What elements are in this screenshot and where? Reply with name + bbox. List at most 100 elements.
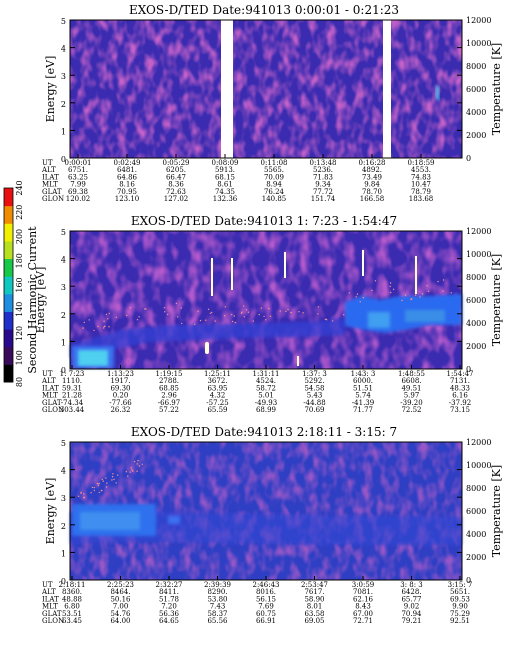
ephemeris-value: 74.83 xyxy=(411,173,431,181)
ephemeris-value: 78.70 xyxy=(362,188,382,196)
temperature-dot xyxy=(442,290,444,292)
ytick-left-label: 3 xyxy=(61,494,66,503)
ephemeris-value: 53.51 xyxy=(62,610,82,618)
ephemeris-value: 50.16 xyxy=(110,595,131,603)
ephemeris-value: 1:25:11 xyxy=(204,370,231,378)
ephemeris-value: 77.72 xyxy=(313,188,333,196)
panel-2-streak-3 xyxy=(284,252,286,278)
ephemeris-value: 1:31:11 xyxy=(253,370,280,378)
panel-2-ephemeris: UT 1: 7:23 1:13:23 1:19:15 1:25:11 1:31:11 1:3… xyxy=(41,370,474,414)
ephemeris-value: 7081. xyxy=(353,588,373,596)
temperature-dot xyxy=(101,478,104,481)
ephemeris-value: 5292. xyxy=(304,377,324,385)
ephemeris-value: 4553. xyxy=(411,166,431,174)
temperature-dot xyxy=(136,470,138,472)
ephemeris-value: 2:39:39 xyxy=(204,581,231,589)
panel-3-ephemeris: UT 2:18:11 2:25:23 2:32:27 2:39:39 2:46:43 2:5… xyxy=(41,581,472,625)
ephemeris-value: 2:46:43 xyxy=(253,581,280,589)
colorbar-cell xyxy=(4,329,13,348)
temperature-dot xyxy=(181,322,183,325)
ephemeris-value: 5.74 xyxy=(355,392,371,400)
ephemeris-value: 67.00 xyxy=(353,610,373,618)
ephemeris-value: -44.88 xyxy=(303,399,325,407)
ephemeris-value: 9.34 xyxy=(315,181,331,189)
ephemeris-value: 0:11:08 xyxy=(261,159,288,167)
ephemeris-value: 7.99 xyxy=(70,181,86,189)
temperature-dot xyxy=(108,312,111,315)
temperature-dot xyxy=(197,310,199,312)
panel-2-yaxis-right: 0 2000 4000 6000 8000 10000 12000 xyxy=(466,227,491,374)
temperature-dot xyxy=(138,316,140,318)
temperature-dot xyxy=(243,316,245,318)
temperature-dot xyxy=(231,320,234,323)
temperature-dot xyxy=(209,312,211,314)
ephemeris-value: 6428. xyxy=(401,588,421,596)
ytick-left-label: 5 xyxy=(61,228,66,237)
panel-1-ylabel-left: Energy [eV] xyxy=(44,56,57,123)
temperature-dot xyxy=(437,280,439,283)
ephemeris-value: 5236. xyxy=(313,166,333,174)
temperature-dot xyxy=(80,491,82,493)
ephemeris-value: 2.96 xyxy=(161,392,177,400)
temperature-dot xyxy=(136,463,138,465)
ephemeris-value: 4524. xyxy=(256,377,276,385)
colorbar-cell xyxy=(4,346,13,365)
temperature-dot xyxy=(163,307,165,309)
temperature-dot xyxy=(419,296,421,298)
colorbar-cell xyxy=(4,188,13,207)
temperature-dot xyxy=(126,314,128,317)
temperature-dot xyxy=(234,321,236,324)
temperature-dot xyxy=(83,493,85,495)
ephemeris-value: 140.85 xyxy=(262,195,287,203)
ephemeris-value: 58.90 xyxy=(304,595,324,603)
temperature-dot xyxy=(427,290,430,292)
temperature-dot xyxy=(175,302,178,305)
panel-1-yaxis-right: 0 2000 4000 6000 8000 10000 12000 xyxy=(466,16,491,163)
ephemeris-value: 120.02 xyxy=(66,195,91,203)
ephemeris-value: 63.25 xyxy=(68,173,88,181)
ephemeris-value: 0:16:28 xyxy=(359,159,386,167)
temperature-dot xyxy=(233,315,235,317)
ytick-right-label: 6000 xyxy=(466,507,486,516)
temperature-dot xyxy=(115,316,118,318)
temperature-dot xyxy=(108,326,110,328)
ytick-left-label: 0 xyxy=(61,577,66,586)
ephemeris-value: 1110. xyxy=(62,377,82,385)
ephemeris-value: 72.63 xyxy=(166,188,186,196)
ephemeris-value: 70.09 xyxy=(264,173,284,181)
ytick-right-label: 8000 xyxy=(466,62,486,71)
ephemeris-value: 21.28 xyxy=(62,392,82,400)
ephemeris-value: 68.85 xyxy=(159,384,179,392)
colorbar-tick-label: 140 xyxy=(15,302,24,317)
temperature-dot xyxy=(442,279,445,281)
ephemeris-value: 1:19:15 xyxy=(156,370,183,378)
ephemeris-value: 6481. xyxy=(117,166,137,174)
panel-3-temperature-dots xyxy=(77,459,143,499)
ephemeris-label: MLT xyxy=(42,603,58,611)
ephemeris-value: 70.95 xyxy=(117,188,137,196)
temperature-dot xyxy=(359,301,361,303)
panel-1-frame xyxy=(69,19,463,159)
ephemeris-value: 132.36 xyxy=(213,195,238,203)
ephemeris-value: 6751. xyxy=(68,166,88,174)
ytick-right-label: 12000 xyxy=(466,16,491,25)
ephemeris-value: 3672. xyxy=(207,377,227,385)
temperature-dot xyxy=(130,467,132,469)
temperature-dot xyxy=(136,319,139,321)
colorbar-tick-label: 160 xyxy=(15,277,24,292)
temperature-dot xyxy=(105,486,108,488)
temperature-dot xyxy=(285,310,287,312)
temperature-dot xyxy=(231,313,233,316)
ytick-right-label: 0 xyxy=(466,365,471,374)
panel-2: EXOS-D/TED Date:941013 1: 7:23 - 1:54:47 xyxy=(34,214,503,414)
ephemeris-value: 6205. xyxy=(166,166,186,174)
ephemeris-label: UT xyxy=(42,370,53,378)
temperature-dot xyxy=(96,482,99,485)
temperature-dot xyxy=(106,482,108,484)
temperature-dot xyxy=(138,465,141,467)
ephemeris-value: -49.93 xyxy=(255,399,277,407)
ephemeris-value: 1:37: 3 xyxy=(302,370,327,378)
temperature-dot xyxy=(141,463,143,465)
temperature-dot xyxy=(97,325,99,328)
ytick-left-label: 4 xyxy=(61,45,66,54)
